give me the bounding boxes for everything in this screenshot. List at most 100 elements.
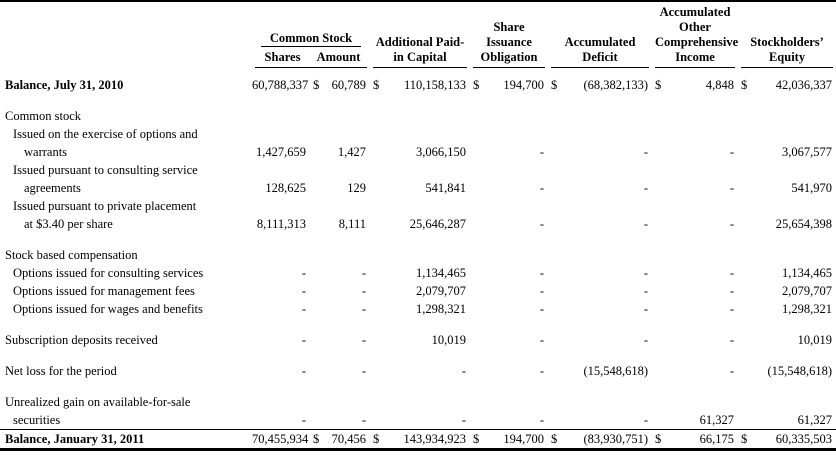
spacer-cell bbox=[0, 233, 836, 246]
dollar-sign-aoci bbox=[652, 411, 668, 430]
row-label: Subscription deposits received bbox=[5, 333, 158, 347]
dollar-sign-amount: $ bbox=[310, 429, 326, 450]
cell-paidin: - bbox=[461, 364, 466, 378]
table-row: Options issued for management fees - - 2,07… bbox=[0, 282, 836, 300]
header-share-issuance-obligation: Share Issuance Obligation bbox=[470, 1, 548, 68]
row-label: Stock based compensation bbox=[5, 248, 138, 262]
cell-paidin: 143,934,923 bbox=[386, 429, 470, 450]
dollar-sign-paidin bbox=[370, 215, 386, 233]
row-label: Common stock bbox=[5, 109, 82, 123]
cell-aoci: - bbox=[729, 145, 735, 159]
dollar-sign-deficit bbox=[548, 143, 568, 161]
table-row: Net loss for the period - - - - (15,548,618) -… bbox=[0, 362, 836, 380]
dollar-sign-obligation bbox=[470, 411, 486, 430]
dollar-sign-equity bbox=[738, 215, 758, 233]
dollar-sign-equity bbox=[738, 300, 758, 318]
dollar-sign-deficit: $ bbox=[551, 78, 558, 92]
dollar-sign-aoci bbox=[652, 179, 668, 197]
cell-paidin: 25,646,287 bbox=[409, 217, 466, 231]
table-row: Options issued for consulting services - -… bbox=[0, 264, 836, 282]
dollar-sign-paidin bbox=[370, 411, 386, 430]
cell-equity: 1,134,465 bbox=[782, 266, 833, 280]
dollar-sign-aoci bbox=[652, 331, 668, 349]
dollar-sign-paidin: $ bbox=[373, 78, 380, 92]
cell-paidin: 541,841 bbox=[425, 181, 466, 195]
cell-deficit: - bbox=[643, 266, 649, 280]
cell-deficit: - bbox=[643, 302, 649, 316]
cell-equity: 42,036,337 bbox=[775, 78, 833, 92]
dollar-sign-aoci bbox=[652, 215, 668, 233]
header-row: Common Stock Shares Amount Additional Pa… bbox=[0, 1, 836, 68]
table-row: at $3.40 per share 8,111,313 8,111 25,646,2… bbox=[0, 215, 836, 233]
dollar-sign-aoci bbox=[652, 282, 668, 300]
dollar-sign-deficit bbox=[548, 179, 568, 197]
dollar-sign-equity bbox=[738, 282, 758, 300]
cell-deficit: - bbox=[643, 333, 649, 347]
dollar-sign-paidin bbox=[370, 362, 386, 380]
cell-shares: - bbox=[301, 302, 306, 316]
cell-shares: - bbox=[301, 333, 306, 347]
dollar-sign-deficit: $ bbox=[548, 429, 568, 450]
dollar-sign-equity bbox=[738, 411, 758, 430]
dollar-sign-obligation bbox=[470, 143, 486, 161]
cell-equity: 541,970 bbox=[791, 181, 833, 195]
dollar-sign-deficit bbox=[548, 411, 568, 430]
cell-equity: 3,067,577 bbox=[782, 145, 833, 159]
dollar-sign-paidin bbox=[370, 179, 386, 197]
cell-obligation: - bbox=[539, 217, 544, 231]
table-row: securities - - - - - 61,327 61,327 bbox=[0, 411, 836, 430]
cell-amount: 60,789 bbox=[331, 78, 366, 92]
cell-equity: 10,019 bbox=[797, 333, 833, 347]
cell-shares: - bbox=[301, 413, 306, 427]
table-row: agreements 128,625 129 541,841 - - - 541,970 bbox=[0, 179, 836, 197]
dollar-sign-paidin bbox=[370, 143, 386, 161]
dollar-sign-aoci bbox=[652, 264, 668, 282]
cell-deficit: (83,930,751) bbox=[568, 429, 653, 450]
dollar-sign-deficit bbox=[548, 215, 568, 233]
dollar-sign-equity bbox=[738, 179, 758, 197]
dollar-sign-deficit bbox=[548, 362, 568, 380]
spacer-row bbox=[0, 349, 836, 362]
header-common-stock-title: Common Stock bbox=[261, 31, 361, 47]
cell-deficit: - bbox=[643, 181, 649, 195]
spacer-cell bbox=[0, 318, 836, 331]
cell-equity: (15,548,618) bbox=[767, 364, 833, 378]
cell-amount: - bbox=[361, 284, 366, 298]
row-label: warrants bbox=[24, 145, 68, 159]
cell-amount: - bbox=[361, 413, 366, 427]
header-additional-paid-in: Additional Paid- in Capital bbox=[370, 1, 470, 68]
dollar-sign-paidin bbox=[370, 331, 386, 349]
dollar-sign-paidin bbox=[370, 282, 386, 300]
cell-aoci: - bbox=[729, 217, 735, 231]
cell-deficit: (15,548,618) bbox=[583, 364, 649, 378]
dollar-sign-paidin bbox=[370, 264, 386, 282]
dollar-sign-aoci bbox=[652, 143, 668, 161]
table-row: Subscription deposits received - - 10,019 - -… bbox=[0, 331, 836, 349]
cell-aoci: - bbox=[729, 333, 735, 347]
cell-amount: - bbox=[361, 302, 366, 316]
dollar-sign-deficit bbox=[548, 300, 568, 318]
spacer-cell bbox=[0, 380, 836, 393]
header-accumulated-other-comprehensive-income: Accumulated Other Comprehensive Income bbox=[652, 1, 738, 68]
cell-aoci: 4,848 bbox=[705, 78, 735, 92]
dollar-sign-amount: $ bbox=[313, 78, 320, 92]
cell-deficit: - bbox=[643, 413, 649, 427]
cell-deficit: - bbox=[643, 284, 649, 298]
cell-equity: 2,079,707 bbox=[782, 284, 833, 298]
cell-obligation: 194,700 bbox=[486, 429, 548, 450]
cell-aoci: - bbox=[729, 302, 735, 316]
spacer-row bbox=[0, 233, 836, 246]
dollar-sign-aoci: $ bbox=[652, 429, 669, 450]
cell-shares: 8,111,313 bbox=[256, 217, 306, 231]
cell-paidin: 110,158,133 bbox=[403, 78, 466, 92]
cell-deficit: (68,382,133) bbox=[583, 78, 649, 92]
dollar-sign-amount bbox=[310, 143, 326, 161]
row-label: Options issued for consulting services bbox=[13, 266, 204, 280]
dollar-sign-obligation: $ bbox=[470, 429, 486, 450]
dollar-sign-equity: $ bbox=[738, 429, 759, 450]
cell-equity: 25,654,398 bbox=[775, 217, 833, 231]
table-row: Common stock bbox=[0, 107, 836, 125]
cell-shares: - bbox=[301, 364, 306, 378]
cell-paidin: 3,066,150 bbox=[416, 145, 466, 159]
header-label-column bbox=[0, 1, 252, 68]
